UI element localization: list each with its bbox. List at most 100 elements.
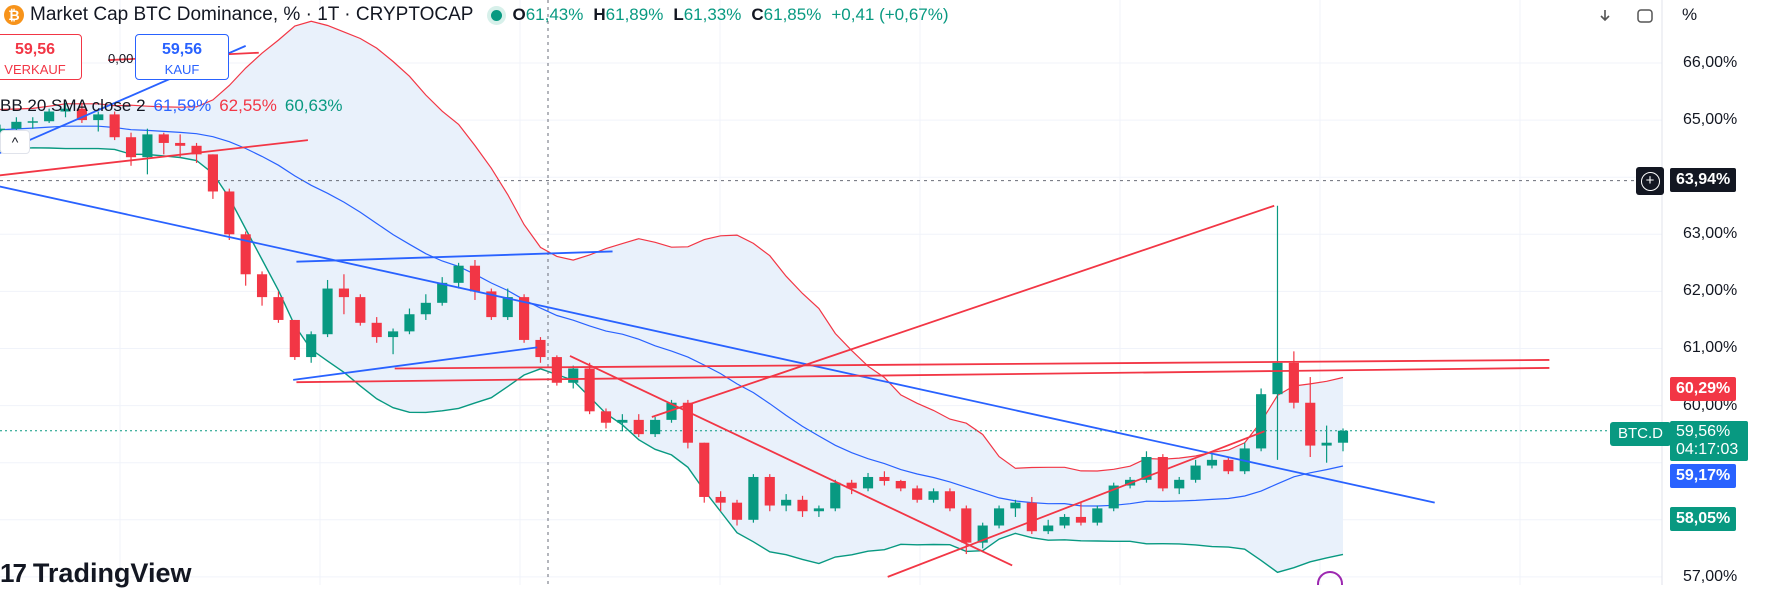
- candle: [600, 408, 612, 429]
- candle: [175, 134, 186, 158]
- trendline-blue-channel-high[interactable]: [296, 250, 613, 263]
- candle: [158, 132, 169, 155]
- basis-tag: 59,17%: [1670, 464, 1737, 488]
- buy-price: 59,56: [161, 41, 203, 58]
- candle: [256, 271, 268, 306]
- buy-label: KAUF: [164, 62, 200, 77]
- low-value: L61,33%: [673, 5, 742, 24]
- candle: [437, 277, 448, 306]
- candle: [469, 259, 481, 300]
- buy-button[interactable]: 59,56 KAUF: [135, 34, 229, 80]
- candle: [1059, 514, 1070, 529]
- candle: [633, 414, 644, 438]
- candle: [715, 491, 726, 512]
- symbol-tag: BTC.D: [1610, 422, 1671, 446]
- spread-value: 0,00: [108, 51, 134, 66]
- candle: [355, 294, 366, 326]
- indicator-basis-value: 61,59%: [153, 96, 212, 115]
- candle: [306, 331, 317, 363]
- sell-price: 59,56: [14, 41, 56, 58]
- candle: [1010, 499, 1021, 517]
- candle: [453, 262, 464, 289]
- candle: [650, 417, 661, 438]
- last-price-tag: 59,56% 04:17:03: [1670, 421, 1748, 461]
- candle: [322, 279, 333, 338]
- tradingview-logo: 17 TradingView: [0, 558, 191, 588]
- candle: [781, 494, 792, 512]
- trendline-red-ascending[interactable]: [887, 430, 1265, 578]
- candle: [699, 442, 710, 503]
- axis-tick-label: 57,00%: [1683, 568, 1738, 585]
- axis-tick-label: 60,00%: [1683, 397, 1738, 414]
- sell-button[interactable]: 59,56 VERKAUF: [0, 34, 82, 80]
- sell-label: VERKAUF: [4, 62, 66, 77]
- candle: [93, 111, 104, 132]
- candle: [1305, 377, 1316, 457]
- trendline-red-upper-left[interactable]: [0, 139, 309, 177]
- symbol-title[interactable]: Market Cap BTC Dominance, % · 1T · CRYPT…: [30, 4, 474, 25]
- candle: [207, 154, 218, 199]
- candle: [682, 399, 693, 449]
- candle: [1026, 496, 1037, 535]
- bollinger-lower-band: [0, 147, 1344, 574]
- candle: [1092, 505, 1103, 526]
- candle: [1157, 454, 1168, 492]
- candle: [1190, 459, 1201, 483]
- trendline-blue-descending[interactable]: [0, 183, 1435, 504]
- brand-name: TradingView: [32, 557, 192, 588]
- trendline-red-descending[interactable]: [569, 355, 1013, 567]
- candle: [551, 355, 562, 386]
- candle: [1321, 425, 1332, 463]
- trendline-blue-channel-low[interactable]: [293, 346, 538, 381]
- upper-band-tag: 60,29%: [1670, 377, 1737, 401]
- candle: [1239, 442, 1250, 475]
- legend-header: ₿ Market Cap BTC Dominance, % · 1T · CRY…: [0, 0, 949, 30]
- candle: [60, 102, 71, 118]
- fullscreen-icon[interactable]: [1632, 3, 1658, 29]
- candle: [1043, 519, 1054, 535]
- high-value: H61,89%: [593, 5, 664, 24]
- candle: [977, 522, 988, 549]
- candle: [1288, 351, 1299, 409]
- candle: [584, 362, 595, 415]
- bar-countdown: 04:17:03: [1676, 441, 1739, 458]
- indicator-label: BB 20 SMA close 2: [0, 96, 146, 115]
- last-price-value: 59,56%: [1676, 423, 1731, 440]
- candle: [486, 288, 497, 320]
- percent-scale-toggle[interactable]: %: [1682, 5, 1698, 24]
- add-alert-button[interactable]: +: [1636, 167, 1664, 195]
- replay-icon[interactable]: [1317, 571, 1343, 585]
- close-value: C61,85%: [751, 5, 822, 24]
- candle: [748, 474, 759, 523]
- indicator-upper-value: 62,55%: [219, 96, 277, 115]
- candle: [1272, 205, 1283, 460]
- bollinger-basis-line: [0, 125, 1344, 507]
- candle: [568, 365, 579, 389]
- candle: [879, 471, 890, 486]
- candle: [371, 317, 382, 343]
- indicator-legend[interactable]: BB 20 SMA close 2 61,59% 62,55% 60,63%: [0, 96, 343, 116]
- open-value: O61,43%: [512, 5, 584, 24]
- candle: [764, 474, 775, 512]
- trendline-red-rising-wide[interactable]: [651, 204, 1275, 418]
- trendline-red-horizontal-2[interactable]: [394, 359, 1550, 370]
- plus-icon: +: [1640, 171, 1660, 191]
- candle: [1075, 502, 1087, 526]
- bitcoin-icon: ₿: [4, 5, 24, 25]
- chevron-up-icon: ^: [11, 134, 19, 150]
- candle: [404, 308, 415, 335]
- candle: [1108, 482, 1119, 512]
- download-icon[interactable]: [1592, 3, 1618, 29]
- candle: [1174, 476, 1185, 495]
- candle: [44, 108, 55, 123]
- candle: [338, 274, 350, 315]
- axis-tick-label: 61,00%: [1683, 339, 1738, 356]
- collapse-legend-button[interactable]: ^: [0, 130, 30, 154]
- market-status-icon[interactable]: [491, 9, 503, 21]
- bollinger-band-fill: [0, 21, 1343, 573]
- trendline-red-horizontal-1[interactable]: [296, 367, 1550, 384]
- candle: [273, 291, 284, 323]
- axis-tick-label: 62,00%: [1683, 282, 1738, 299]
- candle: [420, 294, 431, 320]
